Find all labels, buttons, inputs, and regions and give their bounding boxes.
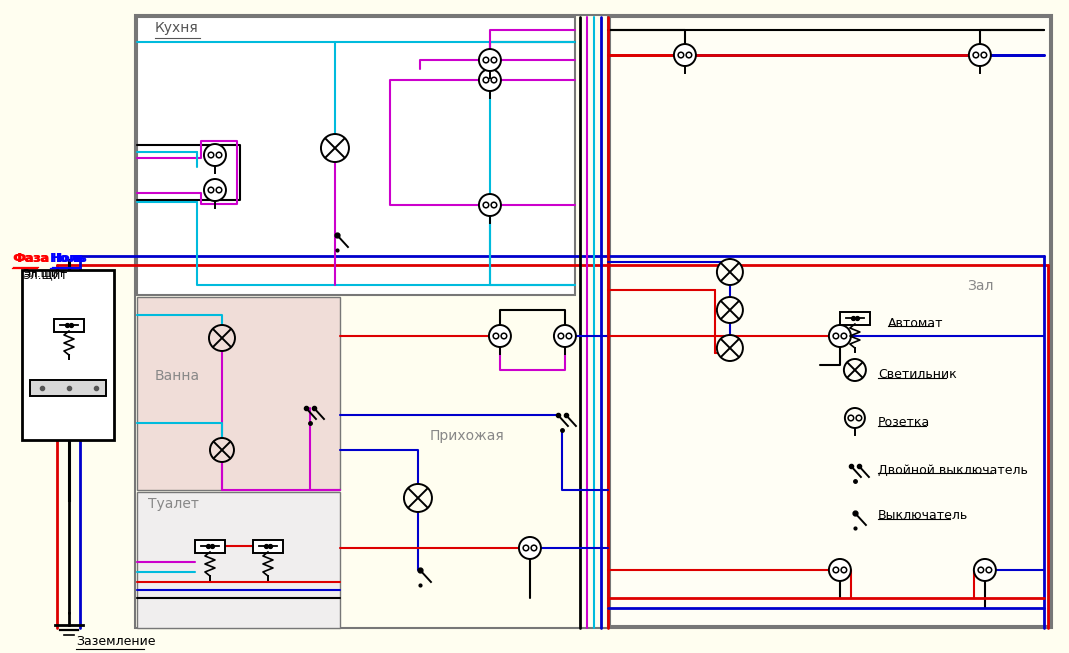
Text: Эл.щит: Эл.щит (22, 269, 65, 279)
Text: Прихожая: Прихожая (430, 429, 505, 443)
Text: Ноль: Ноль (50, 252, 86, 265)
Bar (610, 17, 1050, 626)
Bar (135, 15, 1052, 628)
Bar (253, 540, 283, 553)
Circle shape (673, 44, 696, 66)
Circle shape (518, 537, 541, 559)
Circle shape (828, 559, 851, 581)
Circle shape (210, 438, 234, 462)
Circle shape (204, 179, 226, 201)
Circle shape (845, 408, 865, 428)
Text: Розетка: Розетка (878, 417, 930, 430)
Text: Ноль: Ноль (52, 252, 88, 265)
Circle shape (321, 134, 348, 162)
Bar (30, 380, 106, 396)
Text: Двойной выключатель: Двойной выключатель (878, 464, 1027, 477)
Text: Светильник: Светильник (878, 368, 957, 381)
Circle shape (479, 49, 501, 71)
Text: Эл.щит: Эл.щит (22, 268, 67, 281)
Bar (137, 297, 340, 490)
Circle shape (479, 194, 501, 216)
Text: Фаза: Фаза (13, 252, 49, 265)
Text: Выключатель: Выключатель (878, 509, 969, 522)
Bar (137, 492, 340, 628)
Text: Зал: Зал (966, 279, 993, 293)
Bar (195, 540, 224, 553)
Circle shape (204, 144, 226, 166)
Circle shape (828, 325, 851, 347)
Circle shape (843, 359, 866, 381)
Circle shape (717, 297, 743, 323)
Circle shape (479, 69, 501, 91)
Circle shape (554, 325, 576, 347)
Circle shape (717, 259, 743, 285)
Bar (55, 319, 84, 332)
Text: Ванна: Ванна (155, 369, 200, 383)
Text: Туалет: Туалет (148, 497, 199, 511)
Circle shape (404, 484, 432, 512)
Text: Автомат: Автомат (888, 317, 943, 330)
Circle shape (974, 559, 996, 581)
Bar (840, 312, 870, 325)
Circle shape (489, 325, 511, 347)
Circle shape (208, 325, 235, 351)
Text: Фаза: Фаза (12, 252, 48, 265)
Circle shape (717, 335, 743, 361)
Bar (22, 270, 114, 440)
Bar (137, 17, 575, 295)
Text: Заземление: Заземление (76, 635, 155, 648)
Circle shape (969, 44, 991, 66)
Text: Кухня: Кухня (155, 21, 199, 35)
